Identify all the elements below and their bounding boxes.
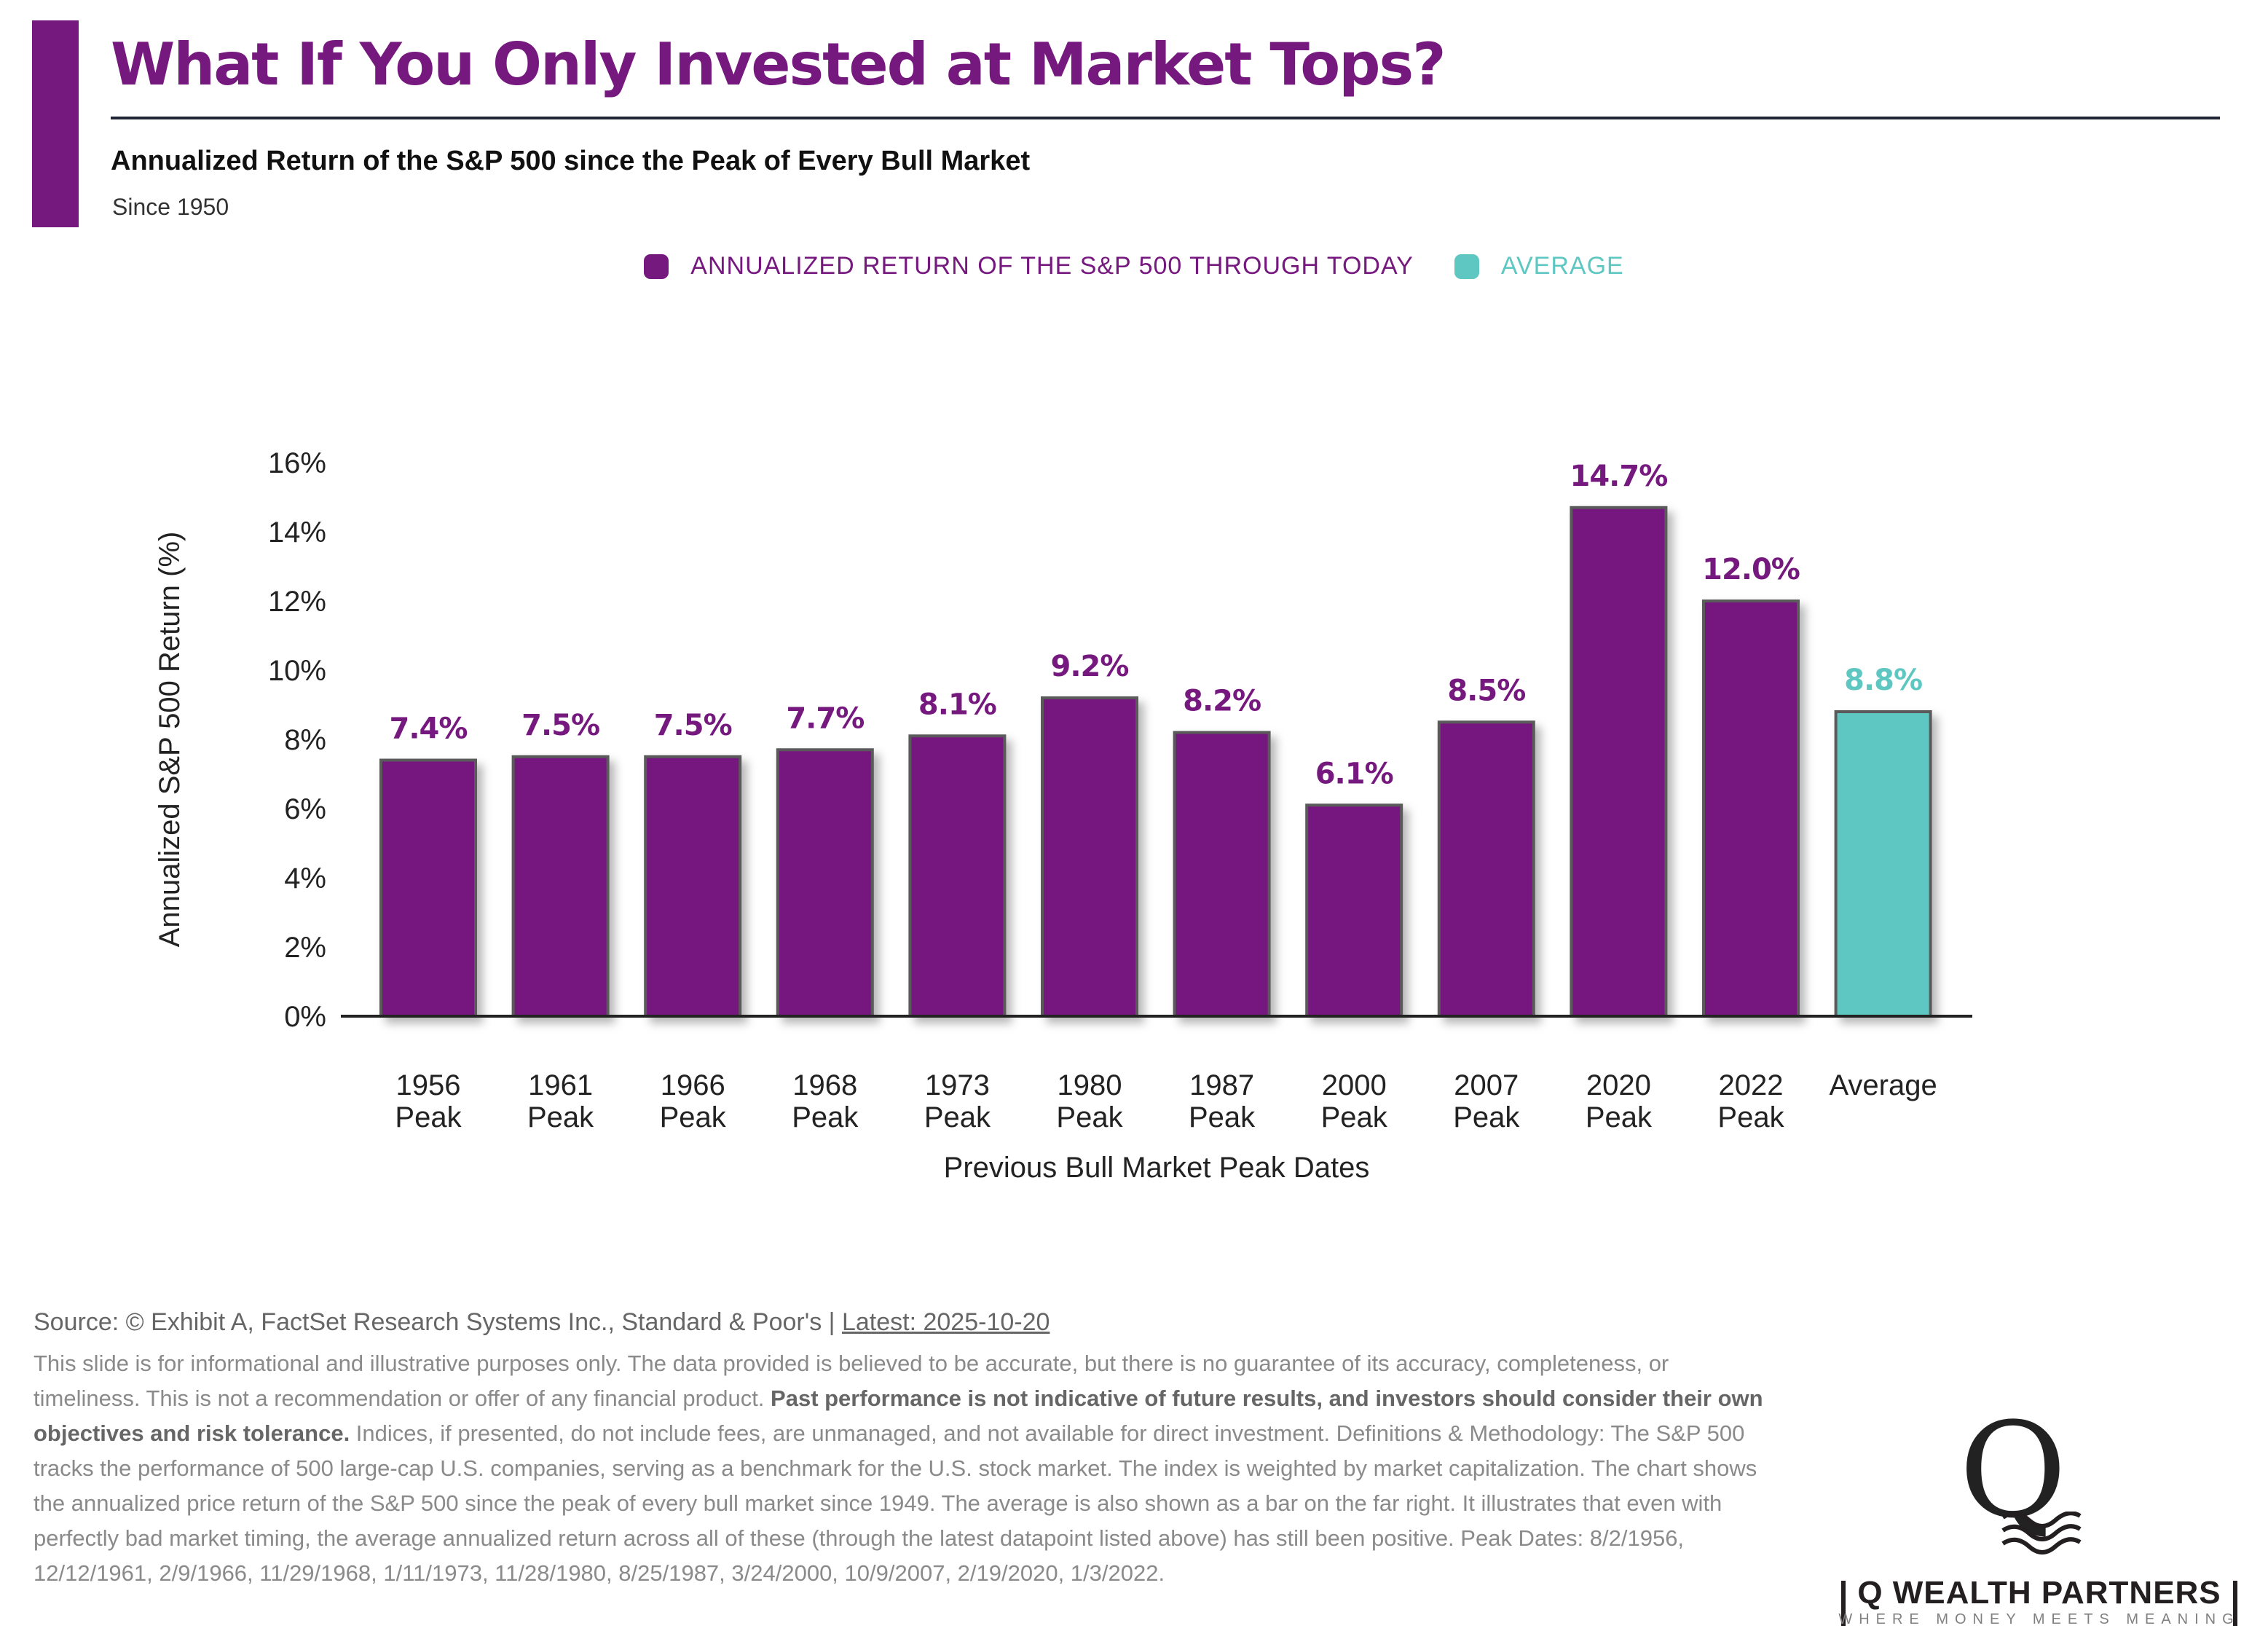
bar-1966-peak (644, 755, 742, 1018)
legend-label-annualized-return: ANNUALIZED RETURN OF THE S&P 500 THROUGH… (690, 252, 1414, 280)
y-tick-label: 4% (284, 862, 326, 895)
y-tick-label: 10% (268, 655, 326, 687)
waves-icon (2001, 1512, 2082, 1555)
data-label: 7.7% (786, 701, 864, 735)
source-text: Source: © Exhibit A, FactSet Research Sy… (34, 1308, 842, 1336)
bar-average (1834, 710, 1932, 1018)
logo-bar-right (2233, 1581, 2237, 1626)
x-tick-label: 1966 Peak (660, 1069, 727, 1133)
bar-2022-peak (1702, 600, 1800, 1018)
x-axis-title: Previous Bull Market Peak Dates (944, 1152, 1370, 1184)
y-tick-label: 6% (284, 793, 326, 825)
data-label: 7.4% (390, 712, 468, 746)
data-label: 8.1% (918, 688, 996, 721)
x-tick-label: 2020 Peak (1586, 1069, 1653, 1133)
disclaimer-text-1: This slide is for informational and illu… (34, 1351, 1669, 1411)
logo-tagline: WHERE MONEY MEETS MEANING (1838, 1611, 2240, 1627)
x-tick-label: 2000 Peak (1321, 1069, 1388, 1133)
y-axis-title: Annualized S&P 500 Return (%) (154, 532, 186, 948)
disclaimer: This slide is for informational and illu… (34, 1346, 1767, 1591)
bar-1987-peak (1173, 731, 1271, 1018)
x-tick-label: 2022 Peak (1717, 1069, 1784, 1133)
data-label: 12.0% (1702, 553, 1800, 586)
x-tick-label: 1973 Peak (924, 1069, 991, 1133)
data-label: 8.8% (1844, 664, 1922, 697)
x-tick-label: 1987 Peak (1189, 1069, 1256, 1133)
y-tick-label: 2% (284, 932, 326, 964)
bar-2007-peak (1437, 720, 1535, 1018)
bar-chart: Annualized S&P 500 Return (%) 0% 2% 4% 6% 8%… (154, 447, 1972, 1184)
data-label: 14.7% (1570, 460, 1668, 493)
bar-1961-peak (511, 755, 610, 1018)
page-title: What If You Only Invested at Market Tops… (111, 31, 1446, 98)
legend-item-average: AVERAGE (1454, 252, 1624, 280)
y-tick-label: 14% (268, 516, 326, 549)
chart-subtitle: Annualized Return of the S&P 500 since t… (111, 146, 1031, 176)
x-tick-label: 1961 Peak (527, 1069, 594, 1133)
data-label: 9.2% (1051, 650, 1129, 683)
disclaimer-bold-text: Past performance is not indicative of fu… (34, 1386, 1763, 1446)
source-line: Source: © Exhibit A, FactSet Research Sy… (34, 1308, 1050, 1337)
data-label: 7.5% (654, 709, 732, 742)
logo-company-name: Q WEALTH PARTNERS (1857, 1575, 2221, 1611)
x-tick-label: 2007 Peak (1453, 1069, 1520, 1133)
data-label: 8.2% (1183, 685, 1261, 718)
y-tick-label: 0% (284, 1001, 326, 1033)
data-label: 7.5% (521, 709, 599, 742)
bar-2020-peak (1570, 506, 1668, 1018)
legend-swatch-average (1454, 253, 1479, 279)
x-tick-label: 1968 Peak (792, 1069, 859, 1133)
since-label: Since 1950 (112, 194, 229, 220)
x-tick-label: 1980 Peak (1056, 1069, 1123, 1133)
bar-1980-peak (1041, 696, 1138, 1018)
bar-1973-peak (908, 734, 1007, 1018)
y-tick-label: 8% (284, 724, 326, 756)
x-tick-label: Average (1829, 1069, 1937, 1101)
company-logo: Q Q WEALTH PARTNERS WHERE MONEY MEETS ME… (1835, 1406, 2243, 1627)
legend-swatch-annualized-return (644, 253, 669, 279)
legend-label-average: AVERAGE (1500, 252, 1624, 280)
bar-1968-peak (776, 748, 874, 1018)
y-tick-label: 16% (268, 447, 326, 479)
bar-1956-peak (379, 758, 477, 1018)
bar-2000-peak (1305, 803, 1403, 1018)
x-tick-label: 1956 Peak (395, 1069, 462, 1133)
title-accent-bar (32, 20, 79, 227)
data-label: 8.5% (1447, 674, 1525, 707)
logo-bar-left (1841, 1581, 1846, 1626)
legend-item-annualized-return: ANNUALIZED RETURN OF THE S&P 500 THROUGH… (644, 252, 1414, 280)
latest-date-link[interactable]: Latest: 2025-10-20 (841, 1308, 1050, 1336)
chart-legend: ANNUALIZED RETURN OF THE S&P 500 THROUGH… (0, 252, 2268, 280)
data-label: 6.1% (1315, 757, 1393, 790)
disclaimer-text-2: Indices, if presented, do not include fe… (34, 1420, 1757, 1586)
title-divider (111, 117, 2220, 119)
y-tick-label: 12% (268, 586, 326, 618)
